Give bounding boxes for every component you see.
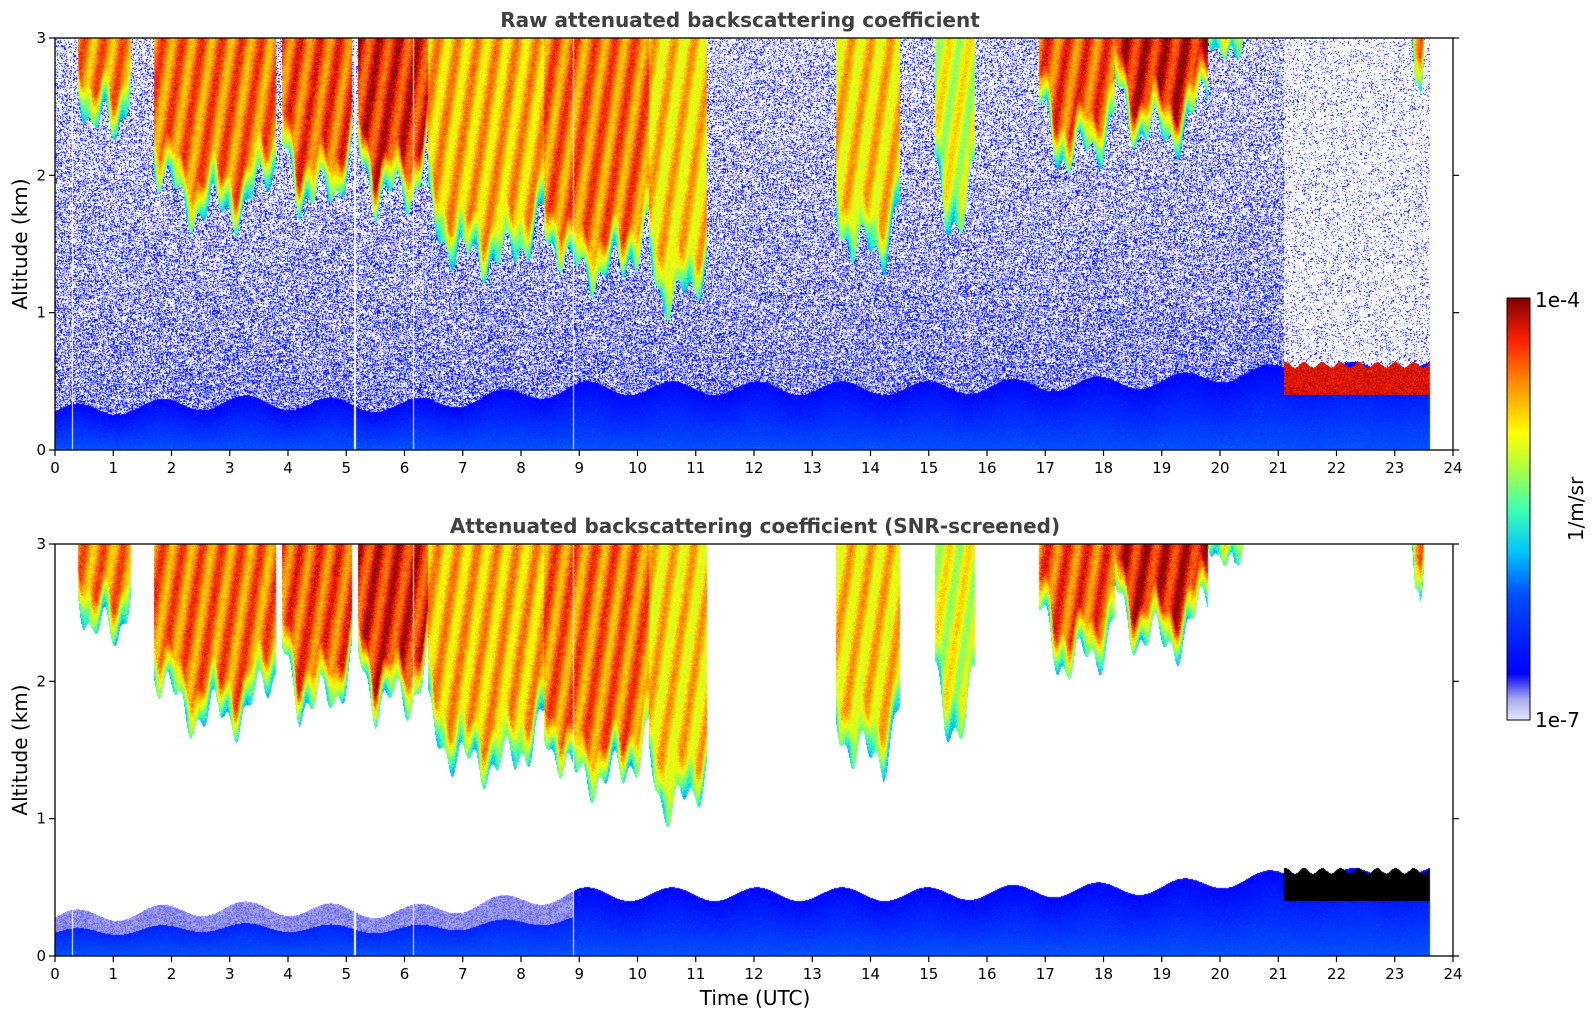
- x-tick-label: 0: [50, 965, 60, 983]
- x-tick-label: 19: [1152, 965, 1171, 983]
- y-tick-label: 2: [36, 166, 46, 184]
- x-tick-label: 9: [574, 965, 584, 983]
- y-tick-label: 3: [36, 535, 46, 553]
- x-tick-label: 6: [400, 965, 410, 983]
- heatmap-raw: [55, 38, 1453, 450]
- x-tick-label: 2: [167, 459, 177, 477]
- y-tick-label: 3: [36, 29, 46, 47]
- x-tick-label: 1: [108, 965, 118, 983]
- x-tick-label: 14: [861, 965, 880, 983]
- x-tick-label: 19: [1152, 459, 1171, 477]
- x-tick-label: 22: [1327, 459, 1346, 477]
- colorbar-min-label: 1e-7: [1535, 708, 1580, 732]
- y-tick-label: 0: [36, 441, 46, 459]
- colorbar-unit-label: 1/m/sr: [1564, 476, 1588, 541]
- x-tick-label: 0: [50, 459, 60, 477]
- x-tick-label: 7: [458, 965, 468, 983]
- y-axis-label-raw: Altitude (km): [8, 178, 32, 309]
- x-tick-label: 23: [1385, 459, 1404, 477]
- x-tick-label: 12: [744, 459, 763, 477]
- x-tick-label: 15: [919, 459, 938, 477]
- x-tick-label: 10: [628, 965, 647, 983]
- x-tick-label: 17: [1036, 459, 1055, 477]
- x-tick-label: 13: [803, 965, 822, 983]
- axis-ticks-screened: 0 1 2 3 4 5 6 7 8 9 10 11 12 13 14 15 16 17 18 19 20 21 22 23 24…: [36, 535, 1462, 983]
- x-tick-label: 11: [686, 965, 705, 983]
- x-tick-label: 8: [516, 459, 526, 477]
- colorbar-gradient: [1506, 297, 1531, 721]
- x-tick-label: 21: [1269, 965, 1288, 983]
- panel-raw-title: Raw attenuated backscattering coefficien…: [500, 8, 980, 32]
- x-tick-label: 9: [574, 459, 584, 477]
- x-tick-label: 16: [977, 459, 996, 477]
- heatmap-screened: [55, 544, 1453, 956]
- y-tick-label: 0: [36, 947, 46, 965]
- x-axis-label: Time (UTC): [699, 986, 811, 1010]
- x-tick-label: 16: [977, 965, 996, 983]
- x-tick-label: 2: [167, 965, 177, 983]
- x-tick-label: 1: [108, 459, 118, 477]
- x-tick-label: 10: [628, 459, 647, 477]
- y-axis-label-screened: Altitude (km): [8, 684, 32, 815]
- x-tick-label: 21: [1269, 459, 1288, 477]
- x-tick-label: 20: [1210, 459, 1229, 477]
- x-tick-label: 5: [341, 459, 351, 477]
- panel-raw: Raw attenuated backscattering coefficien…: [8, 8, 1463, 477]
- x-tick-label: 3: [225, 459, 235, 477]
- x-tick-label: 22: [1327, 965, 1346, 983]
- panel-screened: Attenuated backscattering coefficient (S…: [8, 514, 1463, 1010]
- x-tick-label: 18: [1094, 965, 1113, 983]
- x-tick-label: 14: [861, 459, 880, 477]
- x-tick-label: 3: [225, 965, 235, 983]
- axis-ticks-raw: 0 1 2 3 4 5 6 7 8 9 10 11 12 13 14 15 16 17 18 19 20 21 22 23 24…: [36, 29, 1462, 477]
- x-tick-label: 6: [400, 459, 410, 477]
- x-tick-label: 18: [1094, 459, 1113, 477]
- x-tick-label: 8: [516, 965, 526, 983]
- colorbar: 1e-4 1e-7 1/m/sr: [1506, 288, 1588, 732]
- y-tick-label: 2: [36, 672, 46, 690]
- x-tick-label: 7: [458, 459, 468, 477]
- x-tick-label: 13: [803, 459, 822, 477]
- x-tick-label: 11: [686, 459, 705, 477]
- panel-screened-title: Attenuated backscattering coefficient (S…: [450, 514, 1060, 538]
- x-tick-label: 15: [919, 965, 938, 983]
- x-tick-label: 24: [1443, 459, 1462, 477]
- y-tick-label: 1: [36, 304, 46, 322]
- x-tick-label: 4: [283, 459, 293, 477]
- x-tick-label: 23: [1385, 965, 1404, 983]
- y-tick-label: 1: [36, 810, 46, 828]
- x-tick-label: 12: [744, 965, 763, 983]
- colorbar-max-label: 1e-4: [1535, 288, 1580, 312]
- x-tick-label: 5: [341, 965, 351, 983]
- x-tick-label: 24: [1443, 965, 1462, 983]
- x-tick-label: 20: [1210, 965, 1229, 983]
- x-tick-label: 4: [283, 965, 293, 983]
- x-tick-label: 17: [1036, 965, 1055, 983]
